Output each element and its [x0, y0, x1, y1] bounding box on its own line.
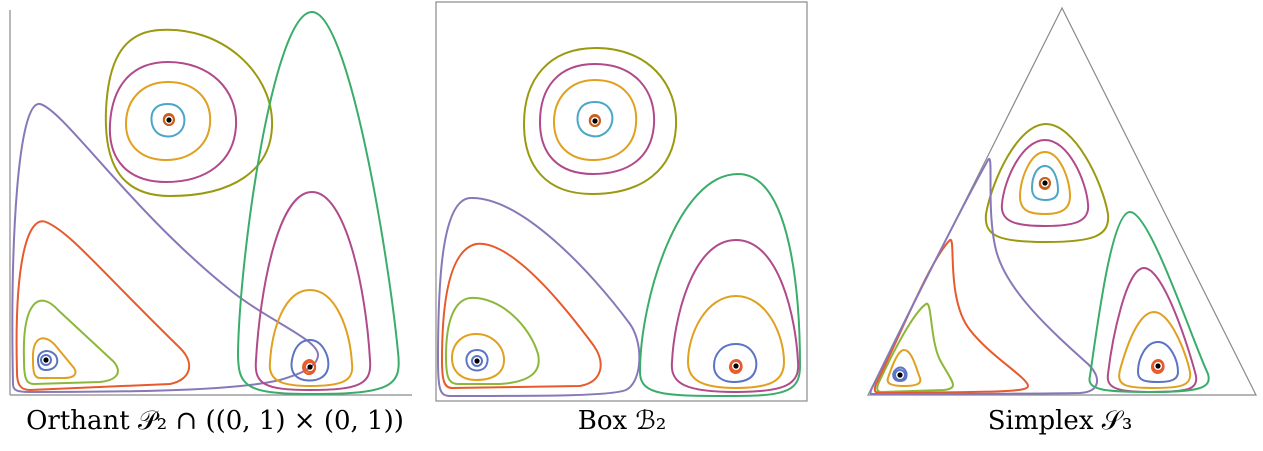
- box-bl-equilibrium-ring: [471, 355, 483, 367]
- box-phase-portrait: [435, 1, 808, 402]
- box-bl-orbit-1: [465, 349, 489, 372]
- orthant-top-orbit-4: [108, 61, 238, 183]
- orthant-right-orbit-5: [237, 11, 400, 395]
- box-br-orbit-5: [639, 173, 801, 397]
- box-top-orbit-5: [523, 47, 678, 195]
- simplex-panel: Simplex 𝒮₃: [860, 0, 1260, 451]
- box-br-equilibrium-dot: [733, 363, 739, 369]
- orthant-top-orbit-5: [104, 28, 274, 197]
- orthant-bl-equilibrium-ring: [40, 354, 52, 366]
- box-panel: Box ℬ₂: [430, 0, 815, 451]
- orthant-top-equilibrium-ring: [163, 114, 175, 126]
- simplex-bl-orbit-5: [869, 157, 1098, 395]
- orthant-phase-portrait: [9, 10, 412, 396]
- orthant-right-orbit-3: [268, 289, 354, 387]
- simplex-bl-orbit-4: [873, 238, 1029, 394]
- orthant-bl-orbit-4: [15, 220, 191, 391]
- box-br-orbit-4: [670, 239, 800, 393]
- simplex-br-orbit-2: [1137, 341, 1179, 383]
- orthant-top-orbit-3: [125, 81, 212, 161]
- orthant-right-equilibrium-ring: [304, 361, 316, 373]
- box-bl-orbit-5: [437, 196, 641, 397]
- simplex-br-equilibrium-dot: [1155, 363, 1161, 369]
- simplex-bl-equilibrium-ring: [894, 369, 906, 381]
- orthant-caption: Orthant 𝒫₂ ∩ ((0, 1) × (0, 1)): [26, 406, 404, 436]
- orthant-top-equilibrium-dot: [166, 117, 172, 123]
- simplex-top-orbit-3: [1019, 151, 1071, 215]
- orthant-bl-orbit-1: [37, 350, 59, 371]
- box-caption: Box ℬ₂: [577, 406, 667, 436]
- simplex-bl-equilibrium-dot: [897, 372, 903, 378]
- simplex-top-orbit-4: [1000, 139, 1090, 227]
- box-top-equilibrium-ring: [589, 115, 601, 127]
- simplex-bl-orbit-2: [886, 349, 922, 387]
- orthant-right-orbit-2: [290, 339, 330, 382]
- box-bl-orbit-2: [451, 333, 505, 381]
- simplex-top-orbit-2: [1031, 165, 1059, 201]
- simplex-br-orbit-5: [1088, 211, 1210, 393]
- box-frame: [435, 1, 808, 402]
- simplex-br-equilibrium-ring: [1152, 360, 1164, 372]
- orthant-bl-orbit-3: [22, 299, 119, 385]
- simplex-top-orbit-5: [984, 123, 1110, 243]
- box-br-orbit-2: [713, 343, 758, 383]
- box-top-orbit-3: [553, 79, 638, 161]
- orthant-panel: Orthant 𝒫₂ ∩ ((0, 1) × (0, 1)): [0, 0, 415, 451]
- orthant-right-orbit-4: [254, 191, 372, 391]
- simplex-caption: Simplex 𝒮₃: [987, 406, 1133, 436]
- simplex-top-equilibrium-ring: [1039, 177, 1051, 189]
- box-top-orbit-4: [539, 63, 656, 175]
- box-br-equilibrium-ring: [730, 360, 742, 372]
- orthant-right-equilibrium-dot: [307, 364, 313, 370]
- box-bl-equilibrium-dot: [474, 358, 480, 364]
- simplex-top-equilibrium-dot: [1042, 180, 1048, 186]
- box-bl-orbit-3: [445, 296, 540, 385]
- simplex-frame: [867, 6, 1257, 396]
- simplex-phase-portrait: [867, 6, 1257, 396]
- box-bl-orbit-4: [441, 242, 602, 389]
- box-br-orbit-3: [687, 295, 785, 389]
- orthant-bl-orbit-5: [11, 103, 319, 393]
- orthant-top-orbit-2: [150, 103, 186, 138]
- box-top-orbit-2: [576, 101, 614, 138]
- simplex-br-orbit-3: [1118, 311, 1192, 389]
- orthant-bl-equilibrium-dot: [43, 357, 49, 363]
- simplex-br-orbit-4: [1106, 267, 1198, 393]
- box-top-equilibrium-dot: [592, 118, 598, 124]
- orthant-bl-orbit-2: [31, 337, 77, 379]
